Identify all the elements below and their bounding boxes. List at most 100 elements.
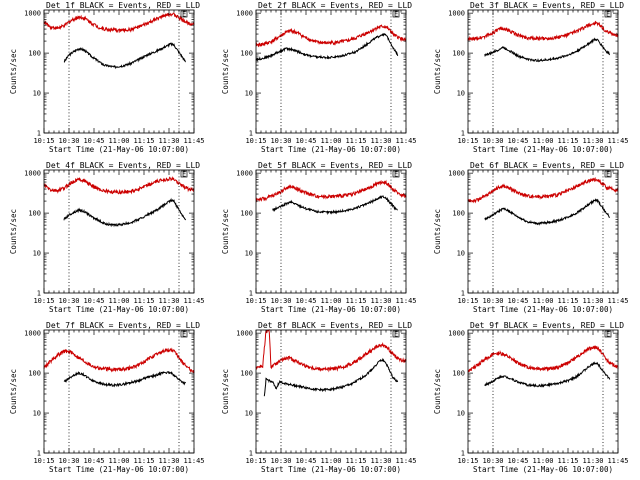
x-tick-label: 10:15: [457, 457, 478, 465]
x-axis-label: Start Time (21-May-06 10:07:00): [49, 305, 189, 314]
y-tick-label: 100: [452, 370, 465, 378]
x-tick-label: 11:15: [557, 137, 578, 145]
flag-label: E: [182, 11, 186, 19]
x-tick-label: 11:45: [395, 457, 416, 465]
x-tick-label: 10:15: [33, 137, 54, 145]
x-tick-label: 11:45: [607, 137, 628, 145]
y-tick-label: 100: [452, 210, 465, 218]
flag-label: E: [394, 331, 398, 339]
x-tick-label: 10:45: [295, 297, 316, 305]
x-tick-label: 11:00: [108, 457, 129, 465]
x-axis-label: Start Time (21-May-06 10:07:00): [49, 145, 189, 154]
x-tick-label: 11:30: [582, 297, 603, 305]
events-line: [263, 357, 399, 397]
x-tick-label: 11:15: [133, 457, 154, 465]
y-tick-label: 1: [461, 450, 465, 458]
y-axis-label: Counts/sec: [9, 209, 18, 254]
plot-frame: [467, 9, 619, 134]
x-tick-label: 11:15: [133, 297, 154, 305]
y-tick-label: 1: [249, 290, 253, 298]
plot-frame: [43, 9, 195, 134]
y-tick-label: 10: [33, 250, 41, 258]
lld-line: [255, 328, 407, 373]
x-tick-label: 11:45: [183, 297, 204, 305]
lld-line: [467, 177, 619, 204]
y-tick-label: 10: [457, 410, 465, 418]
x-tick-label: 11:45: [395, 137, 416, 145]
panel-title: Det 9f BLACK = Events, RED = LLD: [470, 321, 624, 330]
y-tick-label: 10: [457, 90, 465, 98]
x-tick-label: 10:45: [507, 297, 528, 305]
x-axis-label: Start Time (21-May-06 10:07:00): [261, 305, 401, 314]
x-tick-label: 11:30: [158, 137, 179, 145]
x-axis-label: Start Time (21-May-06 10:07:00): [49, 465, 189, 474]
x-tick-label: 10:15: [457, 137, 478, 145]
x-tick-label: 10:15: [33, 457, 54, 465]
y-tick-label: 100: [28, 50, 41, 58]
events-line: [63, 370, 187, 388]
x-tick-label: 10:30: [58, 297, 79, 305]
y-tick-label: 10: [245, 250, 253, 258]
plot-frame: [255, 169, 407, 294]
lld-line: [255, 179, 407, 203]
x-tick-label: 10:45: [295, 457, 316, 465]
y-tick-label: 1: [249, 450, 253, 458]
flag-label: E: [606, 331, 610, 339]
x-tick-label: 11:15: [133, 137, 154, 145]
y-tick-label: 1: [249, 130, 253, 138]
events-line: [63, 42, 186, 70]
y-tick-label: 1000: [236, 10, 253, 18]
x-tick-label: 10:15: [457, 297, 478, 305]
y-axis-label: Counts/sec: [221, 369, 230, 414]
panel-title: Det 2f BLACK = Events, RED = LLD: [258, 1, 412, 10]
y-axis-label: Counts/sec: [433, 49, 442, 94]
flag-label: E: [182, 171, 186, 179]
y-tick-label: 1000: [448, 330, 465, 338]
y-axis-label: Counts/sec: [9, 49, 18, 94]
y-axis-label: Counts/sec: [221, 49, 230, 94]
x-tick-label: 11:45: [395, 297, 416, 305]
panel-title: Det 8f BLACK = Events, RED = LLD: [258, 321, 412, 330]
y-tick-label: 1000: [24, 10, 41, 18]
flag-label: E: [394, 11, 398, 19]
events-line: [272, 195, 398, 216]
x-tick-label: 11:00: [320, 137, 341, 145]
y-tick-label: 100: [240, 210, 253, 218]
y-tick-label: 10: [33, 90, 41, 98]
x-tick-label: 10:30: [482, 137, 503, 145]
x-tick-label: 11:30: [370, 457, 391, 465]
y-axis-label: Counts/sec: [433, 369, 442, 414]
panel-title: Det 6f BLACK = Events, RED = LLD: [470, 161, 624, 170]
y-tick-label: 1: [461, 290, 465, 298]
x-tick-label: 11:45: [183, 457, 204, 465]
panel-title: Det 3f BLACK = Events, RED = LLD: [470, 1, 624, 10]
x-tick-label: 11:45: [183, 137, 204, 145]
y-tick-label: 100: [28, 210, 41, 218]
lld-line: [255, 24, 407, 48]
flag-label: E: [606, 171, 610, 179]
x-axis-label: Start Time (21-May-06 10:07:00): [261, 145, 401, 154]
x-tick-label: 11:30: [582, 137, 603, 145]
x-tick-label: 11:15: [345, 137, 366, 145]
panel-title: Det 1f BLACK = Events, RED = LLD: [46, 1, 200, 10]
lld-line: [467, 20, 619, 42]
x-tick-label: 10:45: [507, 137, 528, 145]
x-tick-label: 11:30: [158, 297, 179, 305]
lld-line: [467, 345, 619, 373]
x-tick-label: 10:30: [270, 297, 291, 305]
lld-line: [43, 176, 195, 195]
y-tick-label: 10: [457, 250, 465, 258]
flag-label: E: [606, 11, 610, 19]
x-tick-label: 11:15: [345, 297, 366, 305]
events-line: [484, 361, 611, 388]
x-tick-label: 11:00: [320, 457, 341, 465]
x-tick-label: 11:30: [582, 457, 603, 465]
y-tick-label: 1: [37, 290, 41, 298]
x-tick-label: 10:15: [33, 297, 54, 305]
x-tick-label: 11:15: [557, 457, 578, 465]
